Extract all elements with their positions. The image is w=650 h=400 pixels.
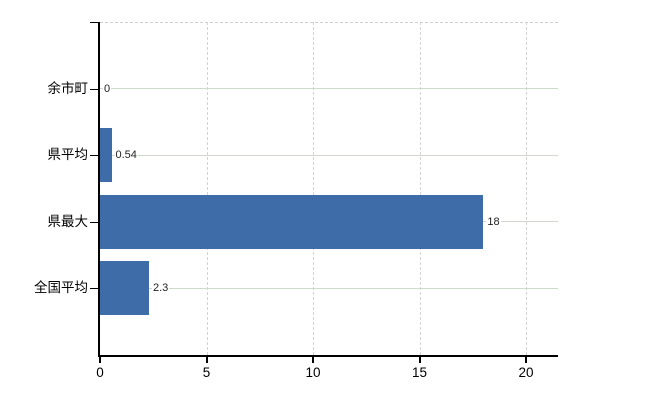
plot-top-border [100,22,558,23]
bar [100,261,149,316]
x-axis-tick [205,357,208,363]
v-gridline [526,22,527,355]
h-gridline [100,154,558,156]
v-gridline [206,22,208,355]
x-tick-label: 5 [202,365,211,380]
bar-value-label: 2.3 [152,280,170,297]
bar [100,194,484,249]
x-tick-label: 15 [411,365,428,380]
category-label: 全国平均 [34,280,88,296]
h-gridline [100,287,558,289]
v-gridline [419,22,421,355]
y-axis-tick [90,288,98,290]
x-axis-tick [418,357,421,363]
x-tick-label: 10 [305,365,321,380]
x-tick-label: 0 [96,365,104,380]
x-tick-label: 20 [518,365,534,380]
x-axis-tick [99,357,101,363]
h-gridline [100,88,558,90]
category-label: 県最大 [47,213,89,229]
y-axis-tick [90,221,98,223]
category-label: 県平均 [47,147,89,163]
bar [100,128,112,183]
y-axis-line [98,22,100,356]
y-axis-tick [90,88,98,90]
bar-value-label: 18 [486,213,501,230]
category-label: 余市町 [47,80,89,96]
y-axis-tick [90,155,98,157]
bar-value-label: 0.54 [114,147,138,164]
bar-value-label: 0 [103,80,112,97]
v-gridline [313,22,314,355]
y-axis-tick [90,22,98,23]
x-axis-line [98,355,558,357]
x-axis-tick [525,357,527,363]
x-axis-tick [312,357,314,363]
